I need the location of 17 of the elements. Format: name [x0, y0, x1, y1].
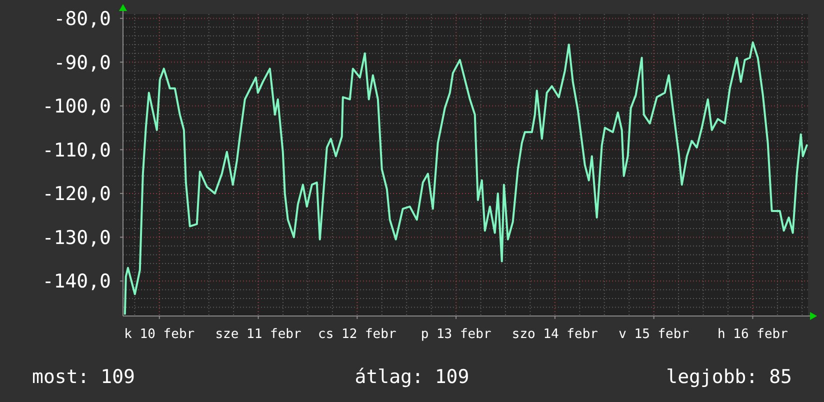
- x-tick-label: sze 11 febr: [215, 327, 302, 342]
- x-tick-label: h 16 febr: [717, 327, 788, 342]
- y-tick-label: -140,0: [42, 270, 111, 293]
- x-tick-label: cs 12 febr: [318, 327, 396, 342]
- y-tick-label: -90,0: [54, 52, 111, 74]
- x-tick-label: k 10 febr: [124, 327, 195, 342]
- y-tick-label: -80,0: [54, 8, 111, 30]
- y-tick-label: -110,0: [42, 139, 111, 162]
- x-tick-label: szo 14 febr: [512, 327, 598, 342]
- y-tick-label: -100,0: [42, 96, 111, 118]
- text: legjobb: 85: [666, 366, 792, 388]
- x-tick-label: v 15 febr: [618, 327, 690, 342]
- text: most: 109: [32, 366, 135, 388]
- y-tick-label: -130,0: [42, 226, 111, 249]
- text: átlag: 109: [354, 366, 470, 388]
- x-tick-label: p 13 febr: [420, 327, 492, 342]
- y-tick-label: -120,0: [42, 183, 111, 206]
